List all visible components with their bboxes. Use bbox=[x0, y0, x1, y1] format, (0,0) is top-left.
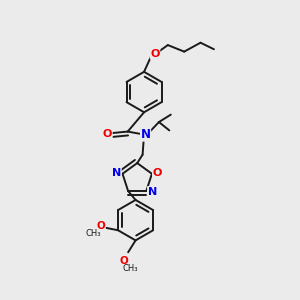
Text: O: O bbox=[103, 129, 112, 139]
Text: O: O bbox=[150, 49, 160, 59]
Text: CH₃: CH₃ bbox=[123, 264, 138, 273]
Text: N: N bbox=[112, 168, 121, 178]
Text: CH₃: CH₃ bbox=[85, 229, 101, 238]
Text: O: O bbox=[153, 168, 162, 178]
Text: O: O bbox=[120, 256, 128, 266]
Text: N: N bbox=[148, 187, 157, 196]
Text: O: O bbox=[96, 221, 105, 231]
Text: N: N bbox=[140, 128, 151, 141]
